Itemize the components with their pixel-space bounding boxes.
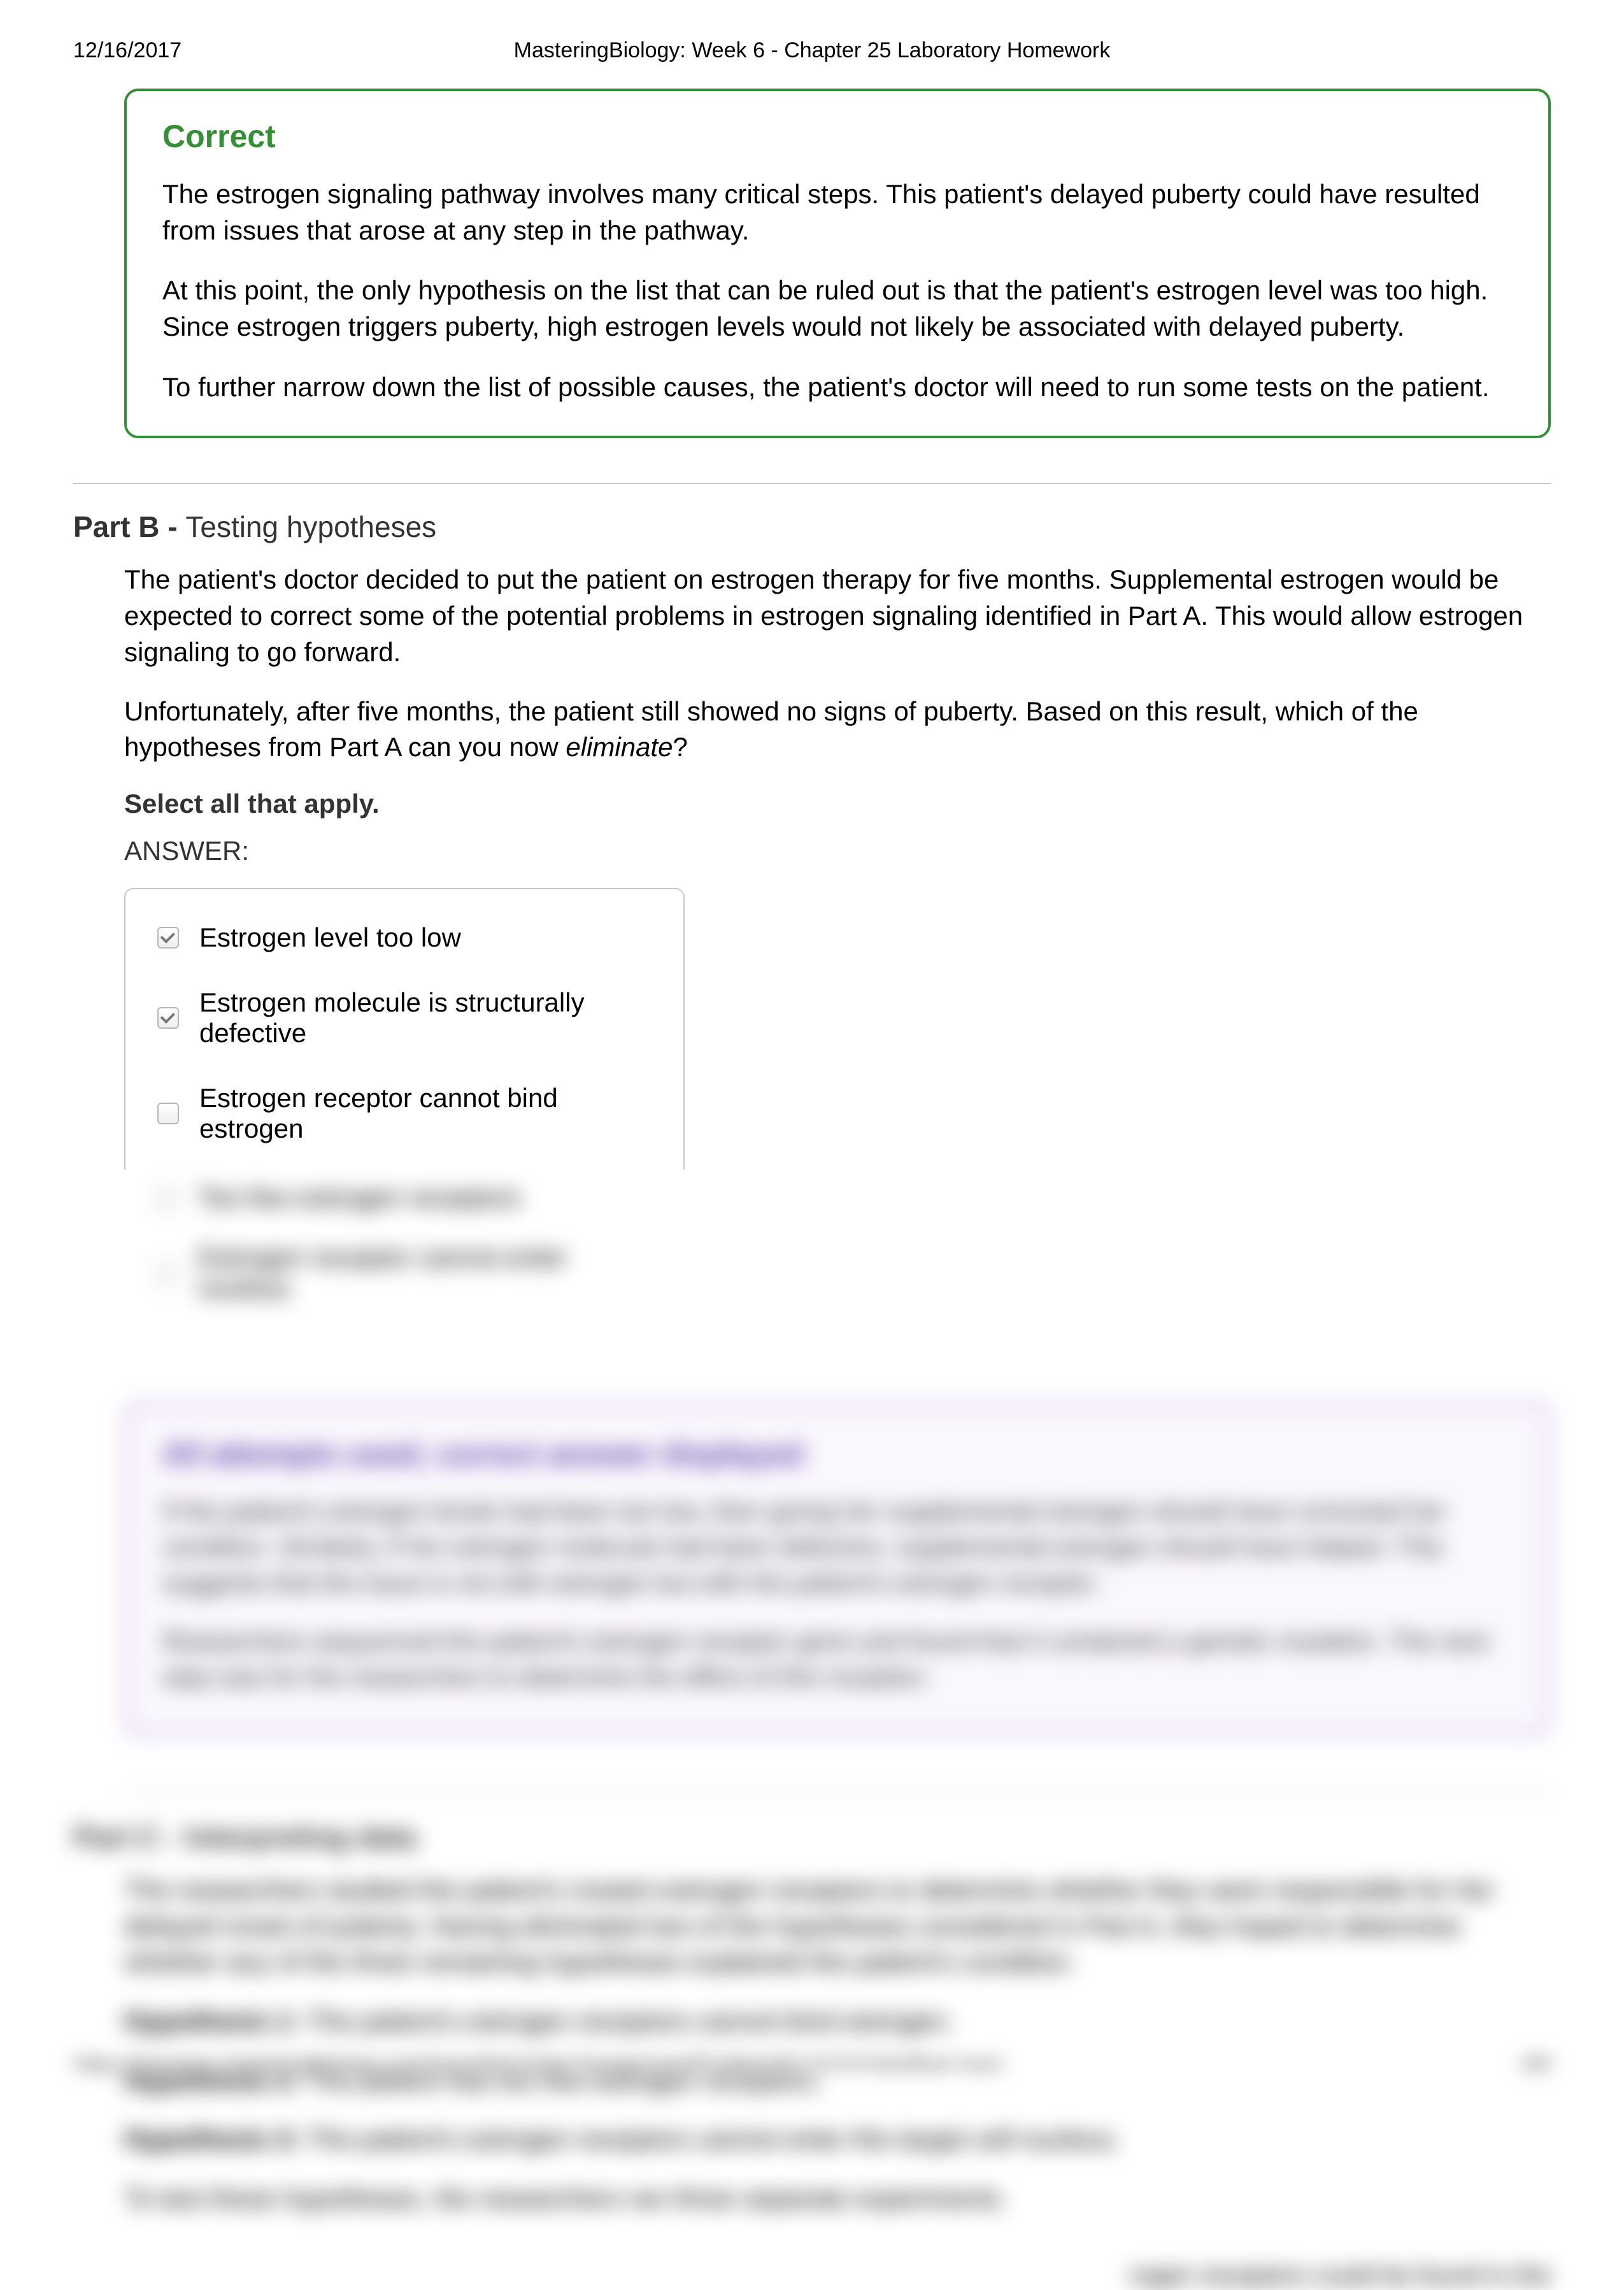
footer-page-number: 3/8 (1521, 2052, 1551, 2077)
feedback-paragraph: The estrogen signaling pathway involves … (162, 176, 1513, 248)
part-label: Part C - (73, 1821, 185, 1854)
hypothesis-line: Hypothesis 3: The patient's estrogen rec… (124, 2121, 1551, 2158)
feedback-incorrect-panel: All attempts used; correct answer displa… (124, 1403, 1551, 1736)
option-label: Estrogen molecule is structurally defect… (199, 987, 652, 1048)
part-c-heading: Part C - Interpreting data (73, 1820, 1551, 1854)
part-b-body: The patient's doctor decided to put the … (124, 562, 1551, 2289)
part-title: Testing hypotheses (185, 510, 436, 543)
hypothesis-label: Hypothesis 3: (124, 2124, 299, 2154)
answer-option[interactable]: Estrogen receptor cannot bind estrogen (157, 1083, 652, 1144)
option-label: Estrogen receptor cannot enter nucleus (198, 1242, 659, 1303)
question-paragraph: The patient's doctor decided to put the … (124, 562, 1551, 670)
answer-label: ANSWER: (124, 836, 1551, 866)
section-divider (124, 1793, 1551, 1794)
answer-option[interactable]: Estrogen level too low (157, 922, 652, 953)
answer-options-box: Estrogen level too low Estrogen molecule… (124, 888, 685, 1170)
checkbox-icon[interactable] (157, 927, 179, 948)
answer-options-hidden: Too few estrogen receptors Estrogen rece… (124, 1176, 691, 1358)
part-b-heading: Part B - Testing hypotheses (73, 510, 1551, 544)
checkbox-icon[interactable] (157, 1007, 179, 1029)
feedback-correct-heading: Correct (162, 118, 1513, 155)
print-date: 12/16/2017 (73, 38, 264, 63)
print-header: 12/16/2017 MasteringBiology: Week 6 - Ch… (73, 38, 1551, 63)
hypothesis-label: Hypothesis 1: (124, 2006, 299, 2036)
hypothesis-text: The patient's estrogen receptors cannot … (299, 2124, 1120, 2154)
option-label: Estrogen level too low (199, 922, 461, 953)
print-title: MasteringBiology: Week 6 - Chapter 25 La… (264, 38, 1360, 63)
question-text: Unfortunately, after five months, the pa… (124, 696, 1418, 762)
answer-option: Too few estrogen receptors (156, 1182, 659, 1213)
part-title: Interpreting data (185, 1821, 417, 1854)
feedback-paragraph: At this point, the only hypothesis on th… (162, 273, 1513, 345)
question-emphasis: eliminate (566, 732, 673, 762)
option-label: Too few estrogen receptors (198, 1182, 521, 1213)
option-label: Estrogen receptor cannot bind estrogen (199, 1083, 652, 1144)
checkbox-icon (156, 1262, 178, 1284)
blurred-preview-region: Too few estrogen receptors Estrogen rece… (124, 1170, 1551, 2290)
checkbox-icon[interactable] (157, 1103, 179, 1124)
print-footer: https://session.masteringbiology.com/myc… (73, 2052, 1551, 2077)
hypothesis-text: The patient's estrogen receptors cannot … (299, 2006, 954, 2036)
select-all-instruction: Select all that apply. (124, 789, 1551, 819)
footer-url: https://session.masteringbiology.com/myc… (73, 2052, 1002, 2077)
answer-option: Estrogen receptor cannot enter nucleus (156, 1242, 659, 1303)
section-divider (73, 483, 1551, 484)
question-paragraph: To test these hypotheses, the researcher… (124, 2180, 1551, 2217)
part-label: Part B - (73, 510, 185, 543)
question-paragraph: The researchers studied the patient's mu… (124, 1872, 1551, 1980)
answer-option[interactable]: Estrogen molecule is structurally defect… (157, 987, 652, 1048)
hypothesis-line: Hypothesis 1: The patient's estrogen rec… (124, 2003, 1551, 2040)
feedback-incorrect-heading: All attempts used; correct answer displa… (162, 1437, 1513, 1472)
feedback-paragraph: Researchers sequenced the patient's estr… (162, 1624, 1513, 1695)
text-fragment: rogen receptors could be found in the (124, 2261, 1551, 2290)
feedback-paragraph: To further narrow down the list of possi… (162, 369, 1513, 406)
question-paragraph: Unfortunately, after five months, the pa… (124, 694, 1551, 766)
question-text: ? (673, 732, 687, 762)
feedback-paragraph: If the patient's estrogen levels had bee… (162, 1494, 1513, 1601)
checkbox-icon (156, 1187, 178, 1208)
feedback-correct-panel: Correct The estrogen signaling pathway i… (124, 89, 1551, 438)
